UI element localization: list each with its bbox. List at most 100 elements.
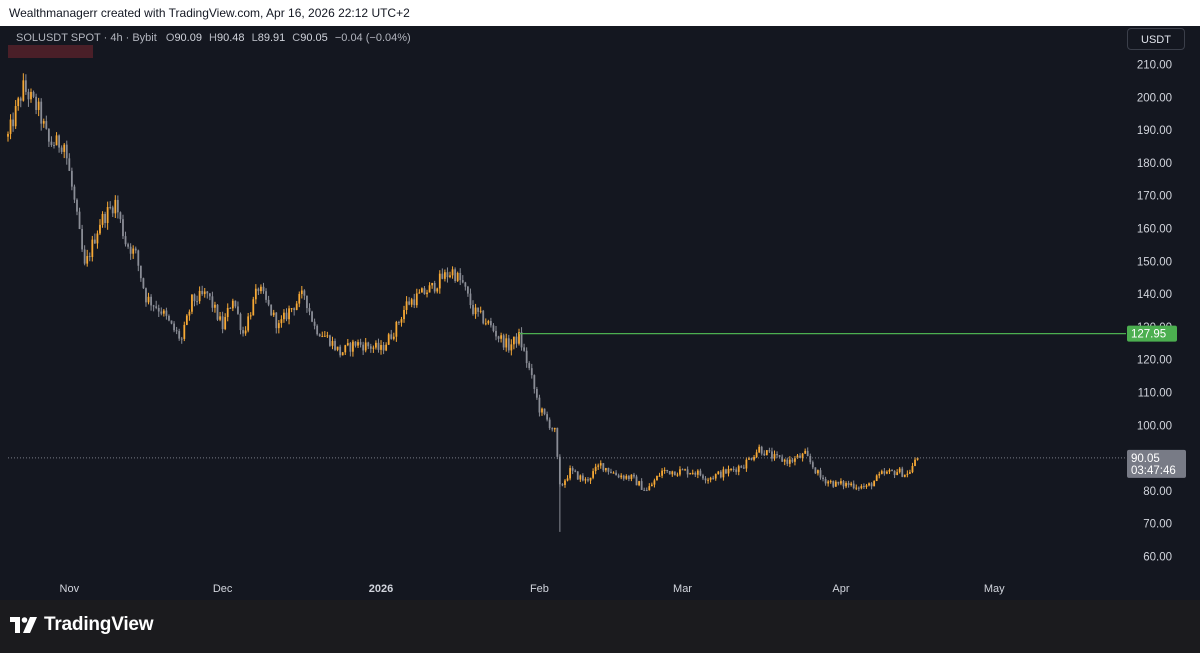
candle-body bbox=[707, 479, 709, 481]
candle-body bbox=[561, 484, 564, 486]
candle-body bbox=[81, 228, 83, 250]
candle-body bbox=[576, 471, 579, 480]
candle-body bbox=[653, 480, 656, 485]
candle-body bbox=[515, 336, 518, 344]
candle-body bbox=[525, 350, 528, 364]
candle-body bbox=[817, 470, 819, 474]
candle-body bbox=[150, 296, 152, 306]
candle-body bbox=[114, 199, 117, 214]
open-label: O bbox=[165, 32, 175, 44]
candle-body bbox=[119, 212, 122, 220]
candle-body bbox=[589, 477, 592, 481]
candle-body bbox=[9, 119, 12, 134]
candle-body bbox=[745, 459, 748, 469]
candle-body bbox=[104, 213, 106, 223]
bar-countdown-label: 03:47:46 bbox=[1131, 465, 1176, 477]
candle-body bbox=[520, 332, 523, 348]
candle-body bbox=[346, 343, 349, 346]
candle-body bbox=[444, 272, 446, 279]
candle-body bbox=[571, 468, 574, 471]
candle-body bbox=[318, 334, 321, 337]
candle-body bbox=[903, 474, 906, 477]
candle-body bbox=[454, 269, 457, 281]
candle-body bbox=[487, 321, 490, 324]
candle-body bbox=[73, 186, 76, 200]
candle-body bbox=[857, 487, 860, 489]
candle-body bbox=[224, 317, 227, 330]
candle-body bbox=[137, 250, 140, 266]
candle-body bbox=[799, 455, 801, 458]
candle-body bbox=[88, 256, 91, 258]
candle-body bbox=[244, 330, 247, 334]
candle-body bbox=[671, 471, 674, 475]
candle-layer bbox=[7, 73, 919, 532]
candle-body bbox=[786, 459, 789, 464]
candle-body bbox=[735, 469, 738, 472]
open-value: 90.09 bbox=[174, 32, 202, 44]
candle-body bbox=[456, 272, 459, 281]
candle-body bbox=[329, 335, 331, 346]
x-tick-label: Feb bbox=[530, 583, 549, 595]
candle-body bbox=[888, 469, 891, 472]
candle-body bbox=[538, 397, 541, 413]
candle-body bbox=[765, 450, 768, 456]
candle-body bbox=[630, 474, 633, 480]
candle-body bbox=[650, 484, 653, 487]
candle-body bbox=[533, 375, 536, 389]
candle-body bbox=[50, 141, 53, 145]
candle-body bbox=[901, 468, 904, 477]
tradingview-logo[interactable]: TradingView bbox=[10, 614, 154, 636]
candle-body bbox=[191, 294, 193, 312]
candle-body bbox=[423, 288, 426, 295]
candle-body bbox=[806, 450, 809, 457]
candle-body bbox=[523, 347, 526, 351]
candle-body bbox=[686, 469, 689, 475]
high-value: 90.48 bbox=[216, 32, 245, 44]
chart-area[interactable]: 60.0070.0080.0090.00100.00110.00120.0013… bbox=[0, 26, 1200, 600]
candle-body bbox=[717, 471, 720, 475]
candle-body bbox=[587, 479, 589, 481]
price-chart[interactable]: 60.0070.0080.0090.00100.00110.00120.0013… bbox=[0, 26, 1200, 600]
candle-body bbox=[863, 486, 865, 488]
candle-body bbox=[691, 472, 694, 474]
candle-body bbox=[643, 489, 646, 491]
candle-body bbox=[661, 470, 663, 476]
candle-body bbox=[883, 471, 886, 474]
footer: TradingView bbox=[0, 600, 1200, 653]
candle-body bbox=[405, 301, 408, 310]
candle-body bbox=[60, 147, 63, 152]
candle-body bbox=[270, 304, 273, 316]
y-tick-label: 180.00 bbox=[1137, 158, 1172, 170]
candle-body bbox=[684, 469, 686, 471]
candle-body bbox=[546, 414, 549, 420]
candle-body bbox=[139, 265, 142, 279]
candle-body bbox=[254, 288, 257, 300]
candle-body bbox=[336, 346, 339, 350]
x-tick-label: Mar bbox=[673, 583, 692, 595]
candle-body bbox=[880, 471, 883, 474]
candle-body bbox=[219, 316, 221, 320]
candle-body bbox=[188, 311, 191, 316]
candle-body bbox=[285, 312, 288, 320]
candle-body bbox=[610, 471, 612, 474]
candle-body bbox=[257, 288, 260, 292]
candle-body bbox=[768, 450, 771, 452]
candle-body bbox=[860, 486, 863, 489]
candle-body bbox=[776, 454, 778, 456]
low-value: 89.91 bbox=[257, 32, 286, 44]
candle-body bbox=[742, 467, 745, 469]
attribution-text: Wealthmanagerr created with TradingView.… bbox=[9, 6, 410, 20]
candle-body bbox=[668, 471, 671, 475]
candle-body bbox=[709, 477, 712, 480]
currency-button[interactable]: USDT bbox=[1127, 28, 1185, 50]
symbol-info[interactable]: SOLUSDT SPOT · 4h · Bybit bbox=[16, 32, 157, 44]
candle-body bbox=[283, 312, 285, 320]
candle-body bbox=[295, 303, 298, 310]
low-label: L bbox=[251, 32, 258, 44]
candle-body bbox=[541, 408, 543, 413]
candle-body bbox=[875, 475, 878, 481]
high-label: H bbox=[209, 32, 217, 44]
candle-body bbox=[298, 294, 301, 304]
candle-body bbox=[502, 335, 505, 348]
